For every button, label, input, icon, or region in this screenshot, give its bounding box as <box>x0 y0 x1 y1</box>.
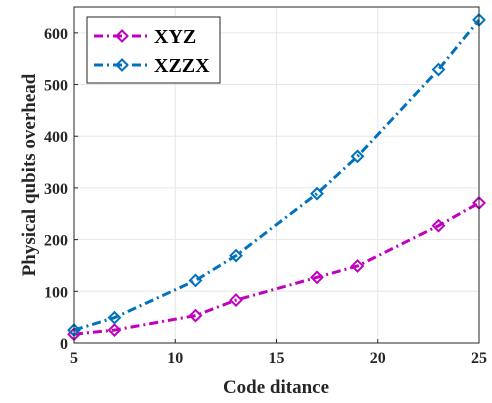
x-tick-label: 5 <box>70 350 78 367</box>
y-tick-label: 200 <box>44 233 68 250</box>
x-tick-label: 10 <box>167 350 183 367</box>
data-point <box>229 293 243 308</box>
y-tick-label: 100 <box>44 284 68 301</box>
y-tick-label: 300 <box>44 181 68 198</box>
series-line-xzzx <box>73 18 481 332</box>
data-point <box>310 270 324 285</box>
x-tick-label: 20 <box>370 350 386 367</box>
y-tick-label: 0 <box>60 336 68 353</box>
y-tick-label: 500 <box>44 78 68 95</box>
data-point <box>431 218 446 233</box>
legend-marker <box>115 58 129 72</box>
legend-label: XYZ <box>154 26 196 48</box>
data-point <box>350 259 365 273</box>
grid <box>73 7 480 344</box>
y-axis-label: Physical qubits overhead <box>19 73 40 276</box>
data-point <box>310 186 324 201</box>
data-point <box>107 310 122 325</box>
legend-marker <box>115 29 129 43</box>
y-tick-label: 400 <box>44 129 68 146</box>
data-point <box>229 248 243 263</box>
data-point <box>107 323 122 337</box>
legend-box <box>86 16 221 84</box>
data-point <box>431 62 446 77</box>
ticks: 5 10 15 20 25 0 100 200 300 400 500 600 <box>44 26 487 367</box>
x-tick-label: 25 <box>471 350 487 367</box>
x-tick-label: 15 <box>269 350 285 367</box>
legend-label: XZZX <box>154 55 210 77</box>
data-point <box>188 308 203 323</box>
y-tick-label: 600 <box>44 26 68 43</box>
series-line-xyz <box>73 201 480 336</box>
legend-entry-xzzx: XZZX <box>94 55 210 77</box>
data-point <box>188 273 203 288</box>
data-point <box>350 149 365 164</box>
x-axis-label: Code ditance <box>223 377 329 398</box>
legend: XYZ XZZX <box>86 16 221 84</box>
legend-entry-xyz: XYZ <box>94 26 196 48</box>
